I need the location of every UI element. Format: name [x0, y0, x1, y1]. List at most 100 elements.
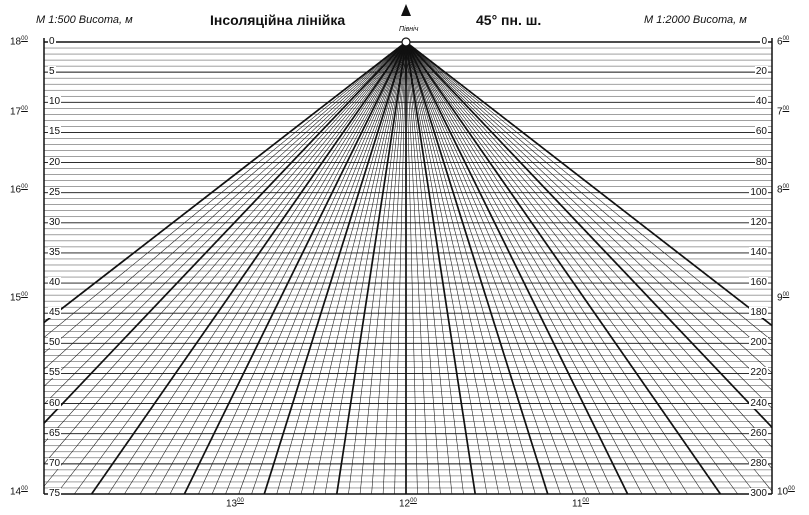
right-height-label-value: 300 [750, 488, 767, 499]
fan-ray [43, 41, 407, 424]
fan-ray [405, 41, 773, 341]
fan-ray [300, 41, 407, 495]
fan-ray [43, 41, 407, 338]
left-height-label-value: 20 [49, 156, 61, 168]
right-height-label: 80 [754, 156, 768, 168]
fan-ray [324, 41, 407, 495]
right-height-label: 200 [749, 337, 768, 349]
bottom-time-label: 1100 [572, 498, 589, 509]
left-height-label-value: 5 [49, 66, 55, 78]
right-height-label: 240 [749, 397, 768, 409]
fan-ray [43, 41, 407, 487]
left-height-label-value: 30 [49, 216, 61, 228]
fan-ray [405, 41, 688, 495]
left-height-label-value: 45 [49, 307, 61, 319]
fan-ray [405, 41, 614, 495]
left-height-label: 30 [48, 216, 62, 228]
left-time-label: 1400 [10, 486, 28, 497]
right-height-label: 100 [749, 186, 768, 198]
right-height-label-value: 140 [750, 246, 767, 258]
right-height-label-value: 60 [755, 126, 767, 138]
right-height-label-value: 160 [750, 277, 767, 289]
left-height-label: 25 [48, 186, 62, 198]
fan-ray [405, 41, 773, 327]
ruler-frame [43, 38, 773, 495]
right-height-label: 180 [749, 307, 768, 319]
fan-ray [405, 41, 524, 495]
fan-ray [335, 41, 407, 495]
left-height-label-value: 50 [49, 337, 61, 349]
fan-ray [43, 41, 407, 370]
left-height-label: 60 [48, 397, 62, 409]
fan-ray [108, 41, 407, 495]
right-time-label-value: 7 [777, 106, 783, 118]
right-height-label: 280 [749, 457, 768, 469]
right-height-label: 40 [754, 96, 768, 108]
fan-ray [371, 41, 407, 495]
fan-ray [405, 41, 722, 495]
left-height-label-value: 65 [49, 427, 61, 439]
bottom-time-label-minutes: 00 [582, 498, 590, 504]
right-height-label-value: 40 [755, 96, 767, 108]
fan-ray [405, 41, 418, 495]
fan-ray [405, 41, 587, 495]
fan-ray [405, 41, 536, 495]
fan-ray [405, 41, 629, 495]
left-height-label-value: 75 [49, 488, 61, 499]
right-height-label: 260 [749, 427, 768, 439]
north-label: Північ [399, 26, 419, 33]
left-time-label-minutes: 00 [21, 36, 28, 42]
right-time-label: 600 [777, 36, 789, 47]
right-height-label-value: 0 [761, 36, 767, 47]
right-height-label-value: 120 [750, 216, 767, 228]
right-time-label-minutes: 00 [782, 36, 790, 42]
right-time-label-value: 8 [777, 184, 783, 196]
fan-ray [359, 41, 407, 495]
fan-lines [43, 41, 773, 495]
right-height-label-value: 240 [750, 397, 767, 409]
left-height-label-value: 0 [49, 36, 55, 47]
left-time-label-value: 16 [10, 184, 22, 196]
right-height-label-value: 180 [750, 307, 767, 319]
fan-ray [348, 41, 407, 495]
left-height-label: 40 [48, 277, 62, 289]
left-height-label: 45 [48, 307, 62, 319]
fan-ray [405, 41, 704, 495]
right-height-label: 120 [749, 216, 768, 228]
bottom-time-label-minutes: 00 [410, 498, 417, 504]
fan-ray [405, 41, 549, 495]
left-height-label-value: 15 [49, 126, 61, 138]
fan-ray [43, 41, 407, 324]
fan-ray [405, 41, 673, 495]
fan-ray [405, 41, 430, 495]
right-height-label: 160 [749, 277, 768, 289]
right-time-label: 700 [777, 106, 789, 117]
right-time-label-minutes: 00 [782, 292, 790, 298]
fan-ray [405, 41, 657, 495]
left-time-label-value: 14 [10, 486, 22, 498]
left-time-label-value: 18 [10, 36, 22, 48]
fan-ray [225, 41, 407, 495]
bottom-time-label-value: 11 [572, 498, 583, 510]
fan-ray [405, 41, 773, 374]
fan-ray [288, 41, 407, 495]
latitude-label: 45° пн. ш. [476, 12, 542, 28]
left-height-label: 5 [48, 66, 56, 78]
fan-ray [405, 41, 512, 495]
fan-ray [312, 41, 407, 495]
right-time-label: 1000 [777, 486, 795, 497]
left-height-label: 50 [48, 337, 62, 349]
right-time-label-minutes: 00 [782, 106, 790, 112]
right-height-label: 220 [749, 367, 768, 379]
fan-ray [405, 41, 738, 495]
fan-ray [382, 41, 407, 495]
fan-ray [405, 41, 500, 495]
left-time-label: 1500 [10, 292, 28, 303]
right-time-label-value: 10 [777, 486, 789, 498]
bottom-time-label-minutes: 00 [237, 498, 244, 504]
fan-ray [405, 41, 643, 495]
fan-ray [405, 41, 477, 495]
left-height-label-value: 60 [49, 397, 61, 409]
fan-ray [405, 41, 574, 495]
